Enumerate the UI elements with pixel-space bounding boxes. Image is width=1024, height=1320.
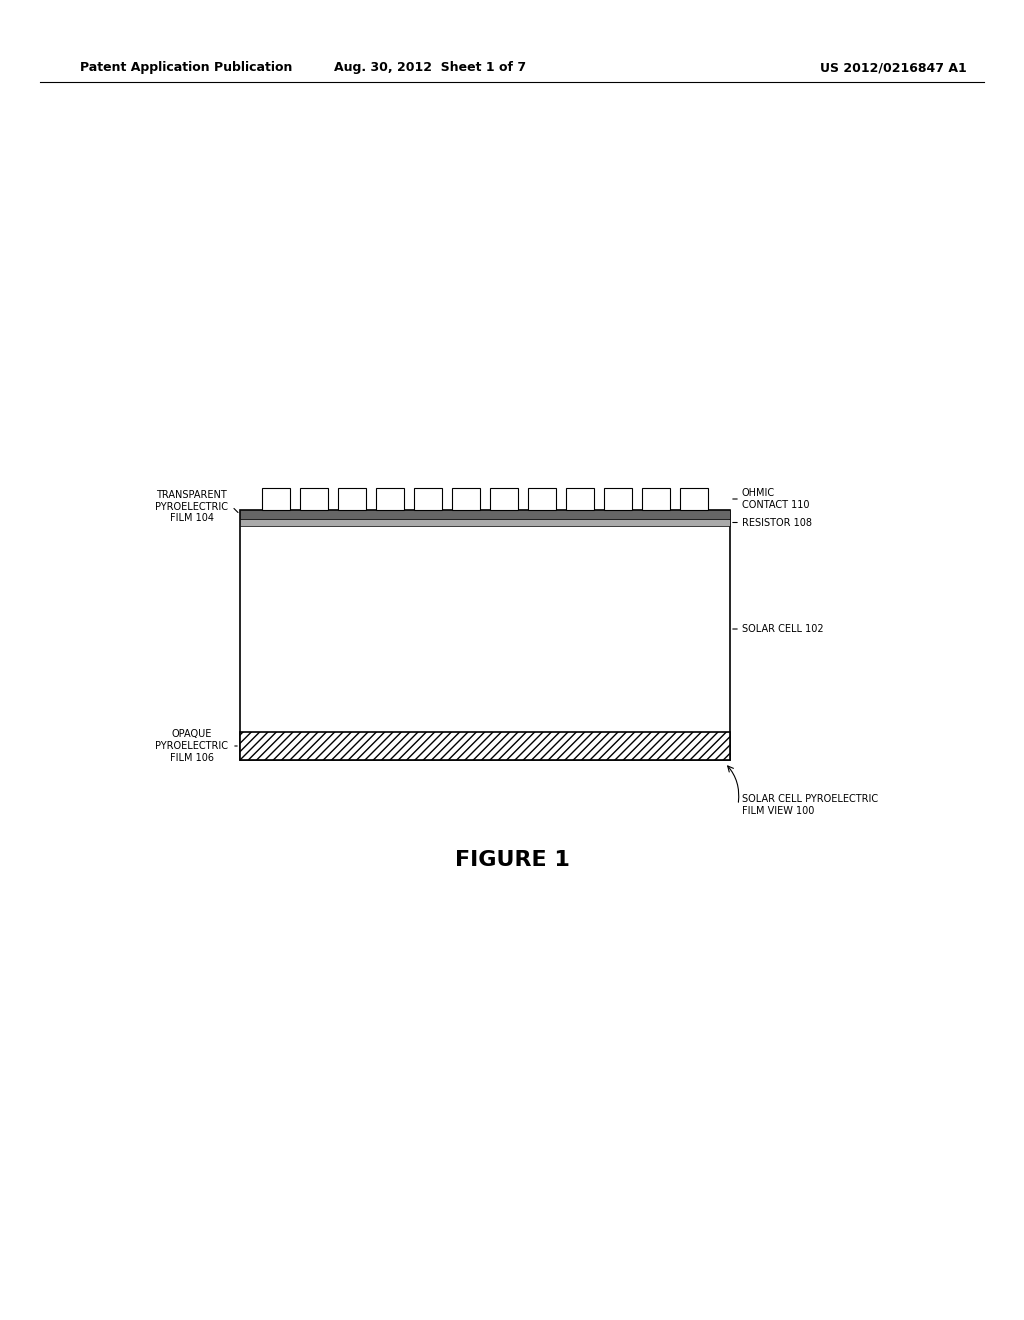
Text: RESISTOR 108: RESISTOR 108 xyxy=(742,517,812,528)
Text: OPAQUE
PYROELECTRIC
FILM 106: OPAQUE PYROELECTRIC FILM 106 xyxy=(155,730,228,763)
Bar xyxy=(642,488,670,510)
Text: Patent Application Publication: Patent Application Publication xyxy=(80,62,293,74)
Text: Aug. 30, 2012  Sheet 1 of 7: Aug. 30, 2012 Sheet 1 of 7 xyxy=(334,62,526,74)
Bar xyxy=(338,488,366,510)
Bar xyxy=(376,488,404,510)
Bar xyxy=(680,488,708,510)
Bar xyxy=(240,733,730,760)
Bar xyxy=(566,488,594,510)
Bar xyxy=(604,488,632,510)
Bar xyxy=(262,488,290,510)
Bar xyxy=(414,488,442,510)
Bar xyxy=(300,488,328,510)
Text: OHMIC
CONTACT 110: OHMIC CONTACT 110 xyxy=(742,488,810,510)
Bar xyxy=(240,519,730,525)
Text: US 2012/0216847 A1: US 2012/0216847 A1 xyxy=(820,62,967,74)
Text: SOLAR CELL PYROELECTRIC
FILM VIEW 100: SOLAR CELL PYROELECTRIC FILM VIEW 100 xyxy=(742,795,879,816)
Bar xyxy=(452,488,480,510)
Bar xyxy=(528,488,556,510)
Bar xyxy=(240,510,730,760)
Bar xyxy=(240,510,730,519)
Text: SOLAR CELL 102: SOLAR CELL 102 xyxy=(742,624,823,634)
Text: FIGURE 1: FIGURE 1 xyxy=(455,850,569,870)
Bar xyxy=(490,488,518,510)
Text: TRANSPARENT
PYROELECTRIC
FILM 104: TRANSPARENT PYROELECTRIC FILM 104 xyxy=(155,490,228,523)
